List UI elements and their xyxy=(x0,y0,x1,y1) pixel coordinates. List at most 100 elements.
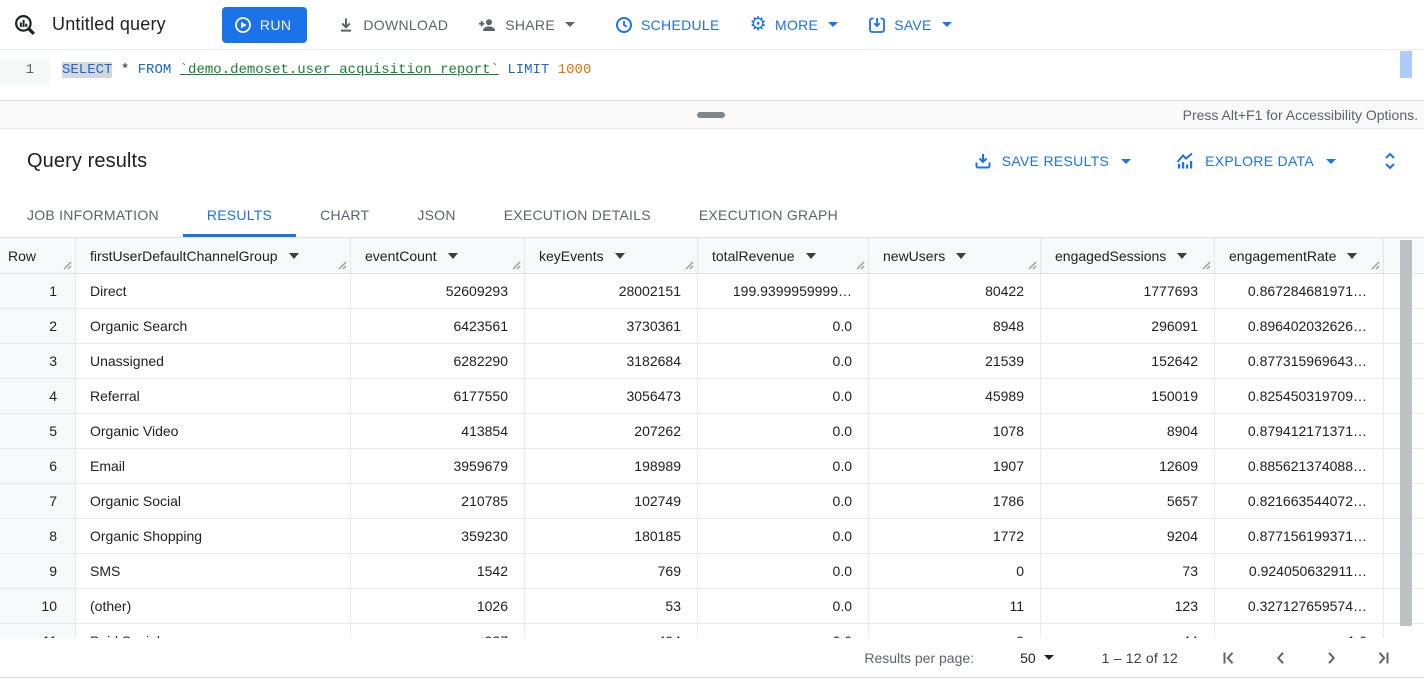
cell: 3 xyxy=(0,344,76,378)
cell: 769 xyxy=(525,554,698,588)
cell: 180185 xyxy=(525,519,698,553)
column-resize-handle[interactable] xyxy=(684,260,694,270)
results-tab[interactable]: RESULTS xyxy=(182,193,297,237)
cell: 7 xyxy=(0,484,76,518)
column-resize-handle[interactable] xyxy=(1370,260,1380,270)
column-header-label: engagementRate xyxy=(1229,247,1337,264)
cell: Organic Social xyxy=(76,484,351,518)
download-icon xyxy=(337,16,355,34)
download-button[interactable]: DOWNLOAD xyxy=(337,16,448,34)
column-header[interactable]: totalRevenue xyxy=(698,238,869,273)
column-resize-handle[interactable] xyxy=(1201,260,1211,270)
more-button[interactable]: ⚙ MORE xyxy=(750,15,839,34)
cell: 3959679 xyxy=(351,449,525,483)
cell: 199.9399959999… xyxy=(698,274,869,308)
next-page-button[interactable] xyxy=(1322,649,1341,667)
editor-scrollbar-thumb[interactable] xyxy=(1400,51,1412,78)
cell: 8 xyxy=(0,519,76,553)
sort-icon[interactable] xyxy=(447,252,458,259)
results-tab[interactable]: CHART xyxy=(296,193,393,237)
cell: 0.825450319709… xyxy=(1215,379,1384,413)
table-row: 5 Organic Video 413854 207262 0.0 1078 8904 0.8… xyxy=(0,414,1424,449)
first-page-button[interactable] xyxy=(1220,649,1239,667)
sql-editor[interactable]: 1 SELECT * FROM `demo.demoset.user_acqui… xyxy=(0,50,1424,100)
explore-data-button[interactable]: EXPLORE DATA xyxy=(1175,152,1336,170)
table-body: 1 Direct 52609293 28002151 199.9399959999… 80… xyxy=(0,274,1424,638)
cell: 52609293 xyxy=(351,274,525,308)
sql-token xyxy=(549,62,557,78)
sort-icon[interactable] xyxy=(956,252,967,259)
results-title: Query results xyxy=(27,149,148,172)
column-resize-handle[interactable] xyxy=(337,260,347,270)
splitter-drag-handle[interactable] xyxy=(697,112,725,118)
results-table: Row firstUserDefaultChannelGroup eventCo… xyxy=(0,238,1424,638)
column-resize-handle[interactable] xyxy=(855,260,865,270)
column-header[interactable]: firstUserDefaultChannelGroup xyxy=(76,238,351,273)
sort-icon[interactable] xyxy=(288,252,299,259)
save-results-button[interactable]: SAVE RESULTS xyxy=(974,152,1132,170)
cell: 0.327127659574… xyxy=(1215,589,1384,623)
cell: 0.0 xyxy=(698,379,869,413)
table-row: 3 Unassigned 6282290 3182684 0.0 21539 152642 0… xyxy=(0,344,1424,379)
save-icon xyxy=(868,16,886,34)
cell: 11 xyxy=(0,624,76,638)
run-button[interactable]: RUN xyxy=(221,6,308,43)
cell: 937 xyxy=(351,624,525,638)
sort-icon[interactable] xyxy=(614,252,625,259)
query-magnifier-icon xyxy=(12,12,38,38)
person-add-icon xyxy=(478,16,497,34)
cell: 11 xyxy=(869,589,1041,623)
last-page-button[interactable] xyxy=(1373,649,1392,667)
cell: 21539 xyxy=(869,344,1041,378)
sort-icon[interactable] xyxy=(1177,252,1188,259)
column-header[interactable]: engagementRate xyxy=(1215,238,1384,273)
cell: 1907 xyxy=(869,449,1041,483)
column-header[interactable]: eventCount xyxy=(351,238,525,273)
cell: Organic Shopping xyxy=(76,519,351,553)
cell: 210785 xyxy=(351,484,525,518)
page-size-select[interactable]: 50 xyxy=(1020,650,1054,666)
share-button[interactable]: SHARE xyxy=(478,16,575,34)
results-tab[interactable]: JSON xyxy=(393,193,479,237)
results-tab[interactable]: EXECUTION DETAILS xyxy=(480,193,675,237)
column-header[interactable]: engagedSessions xyxy=(1041,238,1215,273)
sql-code: SELECT * FROM `demo.demoset.user_acquisi… xyxy=(50,59,591,81)
cell: 3730361 xyxy=(525,309,698,343)
save-button[interactable]: SAVE xyxy=(868,16,952,34)
column-resize-handle[interactable] xyxy=(62,260,72,270)
cell: 123 xyxy=(1041,589,1215,623)
column-header[interactable]: keyEvents xyxy=(525,238,698,273)
cell: Organic Video xyxy=(76,414,351,448)
column-header-label: firstUserDefaultChannelGroup xyxy=(90,247,278,264)
cell: 1786 xyxy=(869,484,1041,518)
cell: 44 xyxy=(1041,624,1215,638)
table-row: 9 SMS 1542 769 0.0 0 73 0.924050632911… xyxy=(0,554,1424,589)
save-caret-icon xyxy=(941,22,952,27)
column-header[interactable]: Row xyxy=(0,238,76,273)
sql-token: 1000 xyxy=(557,62,592,78)
column-header-label: keyEvents xyxy=(539,247,604,264)
column-resize-handle[interactable] xyxy=(511,260,521,270)
sort-icon[interactable] xyxy=(805,252,816,259)
table-scrollbar-thumb[interactable] xyxy=(1400,240,1412,626)
results-tab[interactable]: JOB INFORMATION xyxy=(3,193,183,237)
cell: 150019 xyxy=(1041,379,1215,413)
column-header[interactable]: newUsers xyxy=(869,238,1041,273)
cell: 9204 xyxy=(1041,519,1215,553)
cell: Unassigned xyxy=(76,344,351,378)
play-circle-icon xyxy=(234,16,252,34)
column-resize-handle[interactable] xyxy=(1027,260,1037,270)
table-row: 10 (other) 1026 53 0.0 11 123 0.327127659574… xyxy=(0,589,1424,624)
results-tab[interactable]: EXECUTION GRAPH xyxy=(675,193,862,237)
share-caret-icon xyxy=(564,22,575,27)
schedule-button[interactable]: SCHEDULE xyxy=(615,16,720,34)
previous-page-button[interactable] xyxy=(1271,649,1290,667)
cell: 6423561 xyxy=(351,309,525,343)
sort-icon[interactable] xyxy=(1347,252,1358,259)
cell: 8948 xyxy=(869,309,1041,343)
collapse-panel-button[interactable] xyxy=(1380,150,1400,172)
cell: 1 xyxy=(0,274,76,308)
editor-results-splitter: Press Alt+F1 for Accessibility Options. xyxy=(0,100,1424,129)
cell: 0.0 xyxy=(698,414,869,448)
cell: 3182684 xyxy=(525,344,698,378)
